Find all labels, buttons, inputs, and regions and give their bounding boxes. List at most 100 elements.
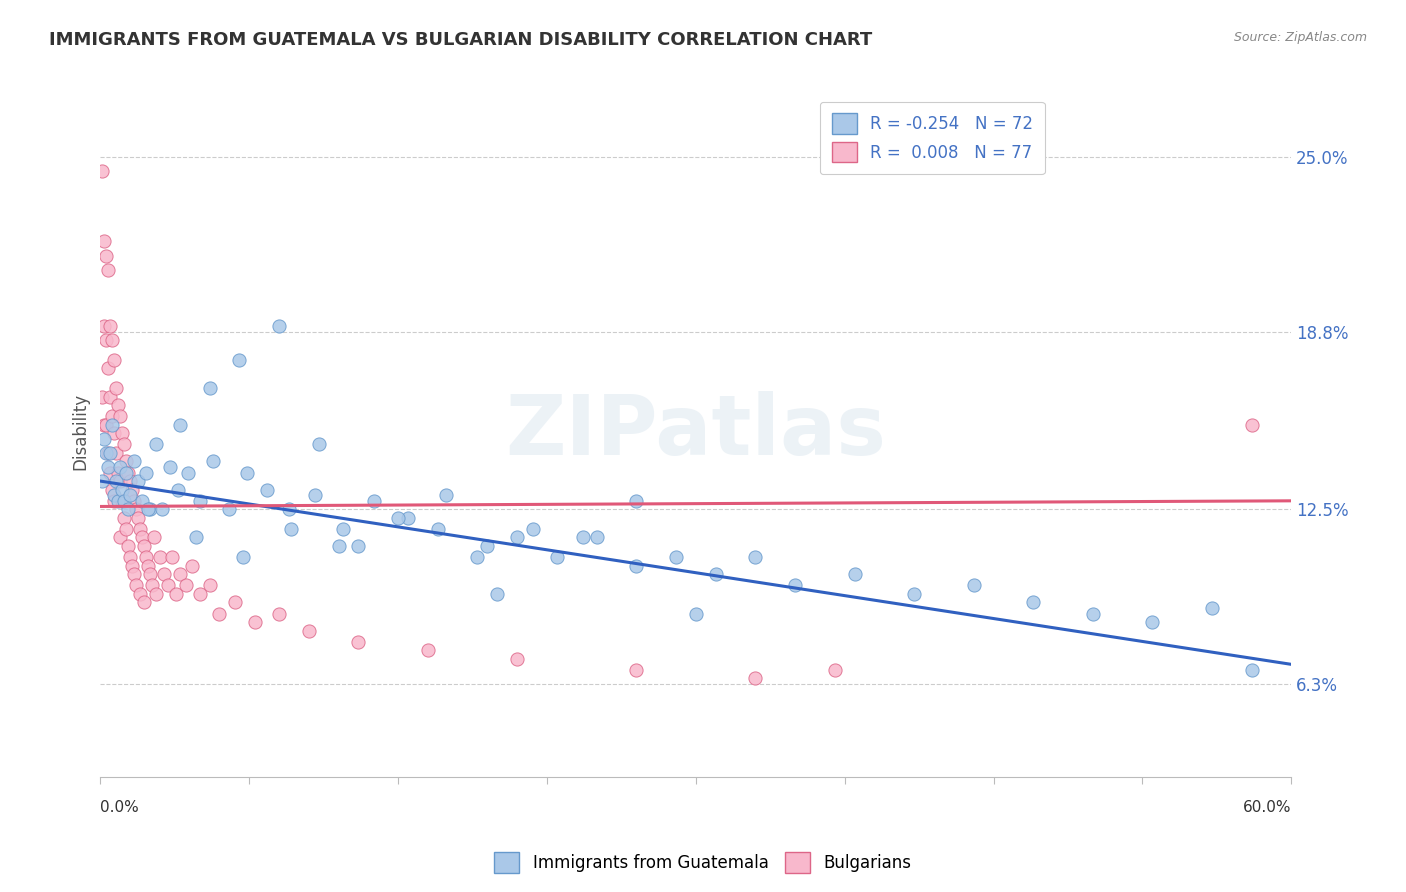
Point <box>176 466 198 480</box>
Point <box>108 460 131 475</box>
Point <box>101 417 124 432</box>
Point <box>112 510 135 524</box>
Point <box>256 483 278 497</box>
Point <box>304 488 326 502</box>
Point <box>127 510 149 524</box>
Point <box>298 624 321 638</box>
Point <box>127 474 149 488</box>
Text: ZIPatlas: ZIPatlas <box>505 392 886 472</box>
Point <box>585 531 607 545</box>
Point <box>744 550 766 565</box>
Point <box>184 531 207 545</box>
Point <box>96 333 118 347</box>
Point <box>328 539 350 553</box>
Point <box>522 522 544 536</box>
Point <box>347 539 370 553</box>
Point <box>120 488 142 502</box>
Point <box>105 446 128 460</box>
Point <box>198 381 221 395</box>
Point <box>96 417 118 432</box>
Point <box>387 510 409 524</box>
Point <box>97 460 120 475</box>
Point <box>506 531 529 545</box>
Point <box>166 483 188 497</box>
Point <box>117 466 139 480</box>
Point <box>844 567 866 582</box>
Point <box>97 262 120 277</box>
Point <box>108 474 131 488</box>
Point <box>103 493 125 508</box>
Point <box>160 550 183 565</box>
Point <box>93 318 115 333</box>
Point <box>180 558 202 573</box>
Point <box>125 578 148 592</box>
Point <box>280 522 302 536</box>
Point <box>97 361 120 376</box>
Point <box>159 460 181 475</box>
Point <box>105 474 128 488</box>
Point <box>228 352 250 367</box>
Point <box>101 483 124 497</box>
Point <box>267 607 290 621</box>
Point <box>903 587 925 601</box>
Point <box>202 454 225 468</box>
Point <box>98 446 121 460</box>
Point <box>243 615 266 629</box>
Point <box>467 550 489 565</box>
Point <box>571 531 593 545</box>
Point <box>277 502 299 516</box>
Point <box>91 390 114 404</box>
Point <box>117 539 139 553</box>
Point <box>963 578 986 592</box>
Point <box>101 409 124 424</box>
Point <box>108 409 131 424</box>
Point <box>101 333 124 347</box>
Point <box>139 567 162 582</box>
Text: 60.0%: 60.0% <box>1243 800 1291 814</box>
Point <box>105 381 128 395</box>
Point <box>103 426 125 441</box>
Point <box>129 522 152 536</box>
Point <box>135 466 157 480</box>
Point <box>626 493 648 508</box>
Point <box>1201 601 1223 615</box>
Point <box>434 488 457 502</box>
Point <box>93 417 115 432</box>
Point <box>145 437 167 451</box>
Point <box>107 398 129 412</box>
Point <box>142 531 165 545</box>
Point <box>236 466 259 480</box>
Point <box>308 437 330 451</box>
Point <box>111 493 134 508</box>
Point <box>169 567 191 582</box>
Point <box>224 595 246 609</box>
Point <box>665 550 688 565</box>
Point <box>107 493 129 508</box>
Point <box>91 474 114 488</box>
Legend: R = -0.254   N = 72, R =  0.008   N = 77: R = -0.254 N = 72, R = 0.008 N = 77 <box>820 102 1045 174</box>
Point <box>477 539 499 553</box>
Point <box>486 587 509 601</box>
Point <box>117 502 139 516</box>
Point <box>131 531 153 545</box>
Point <box>132 539 155 553</box>
Point <box>121 558 143 573</box>
Y-axis label: Disability: Disability <box>72 393 89 470</box>
Point <box>149 550 172 565</box>
Point <box>135 550 157 565</box>
Point <box>122 567 145 582</box>
Point <box>150 502 173 516</box>
Point <box>332 522 354 536</box>
Point <box>198 578 221 592</box>
Point <box>132 595 155 609</box>
Point <box>93 432 115 446</box>
Point <box>744 672 766 686</box>
Point <box>169 417 191 432</box>
Point <box>153 567 176 582</box>
Point <box>96 248 118 262</box>
Point <box>98 466 121 480</box>
Point <box>120 550 142 565</box>
Point <box>112 437 135 451</box>
Point <box>98 318 121 333</box>
Point <box>783 578 806 592</box>
